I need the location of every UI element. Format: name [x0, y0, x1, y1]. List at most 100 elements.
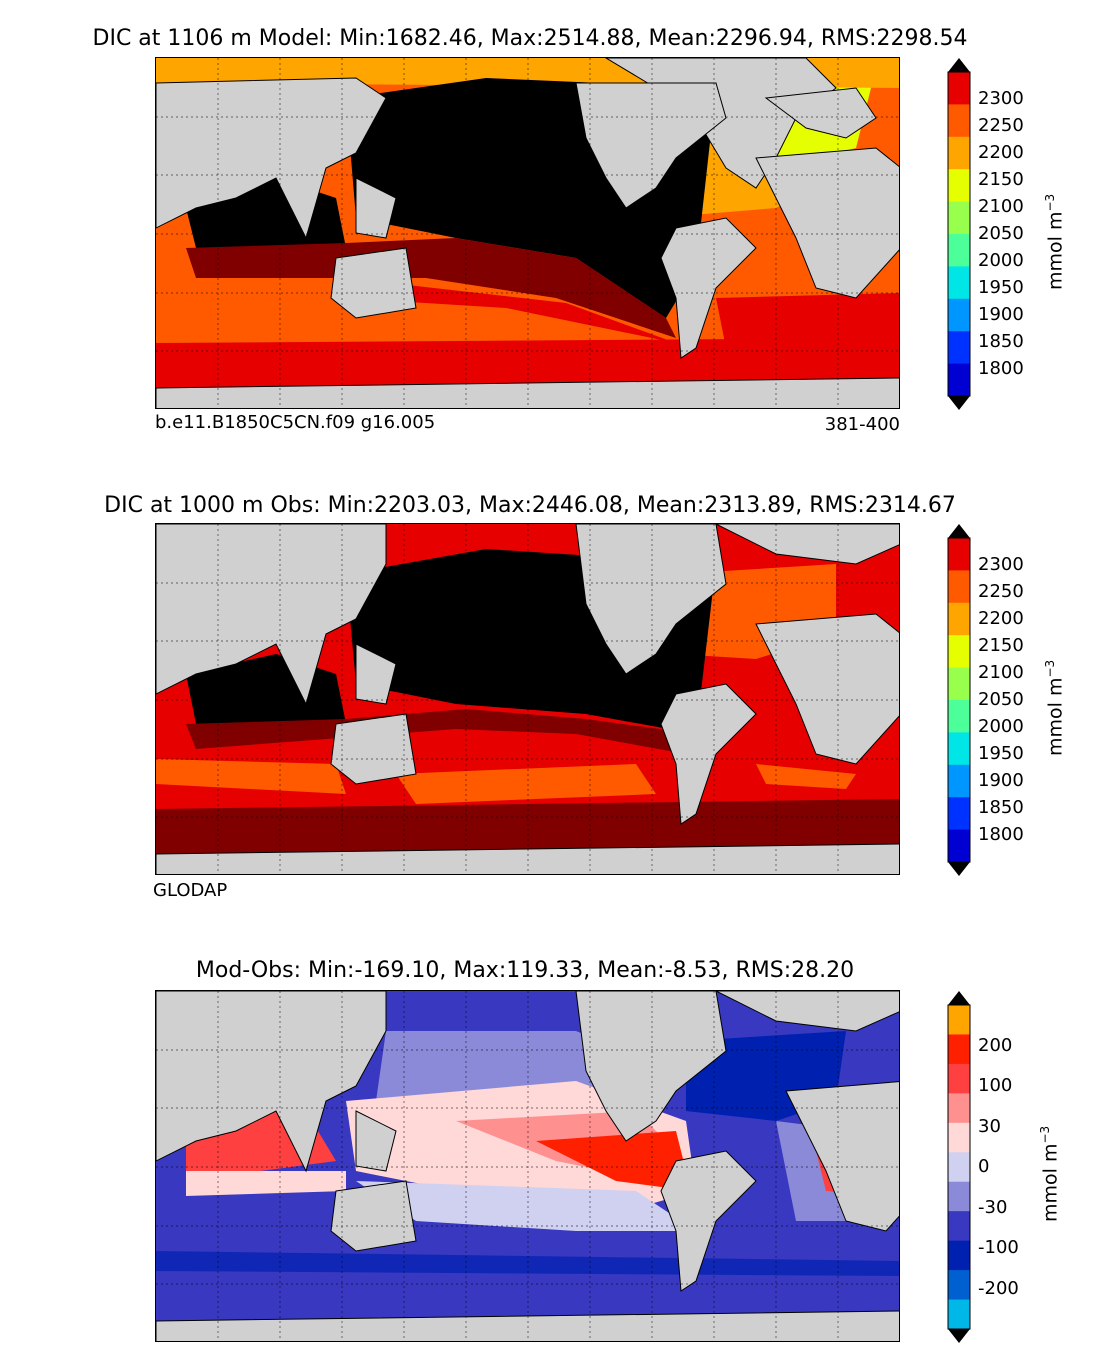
colorbar-tick-label: 2100 [978, 196, 1024, 217]
obs-colorbar-svg [947, 524, 971, 876]
colorbar-segment [948, 635, 970, 669]
colorbar-segment [948, 1240, 970, 1271]
model-unit-label: mmol m−3 [1043, 193, 1067, 290]
colorbar-segment [948, 570, 970, 604]
colorbar-tick-label: 200 [978, 1034, 1013, 1056]
colorbar-segment [948, 1299, 970, 1330]
colorbar-tick-label: 100 [978, 1075, 1013, 1096]
colorbar-segment [948, 829, 970, 863]
model-colorbar-svg [947, 58, 971, 410]
colorbar-tick-label: 0 [978, 1156, 990, 1177]
model-years: 381-400 [824, 414, 900, 435]
colorbar-segment [948, 1034, 970, 1065]
colorbar-extend-bottom [948, 1329, 970, 1343]
colorbar-segment [948, 732, 970, 766]
colorbar-segment [948, 602, 970, 636]
diff-colorbar [947, 991, 971, 1343]
colorbar-tick-label: 2300 [978, 88, 1024, 109]
colorbar-tick-label: 2000 [978, 716, 1024, 737]
colorbar-tick-label: 2150 [978, 635, 1024, 656]
colorbar-tick-label: -30 [978, 1196, 1008, 1218]
colorbar-segment [948, 298, 970, 332]
colorbar-segment [948, 169, 970, 203]
colorbar-segment [948, 331, 970, 365]
colorbar-tick-label: 2100 [978, 662, 1024, 683]
colorbar-tick-label: 1800 [978, 358, 1024, 379]
colorbar-segment [948, 1063, 970, 1094]
obs-unit-label: mmol m−3 [1043, 659, 1067, 756]
colorbar-segment [948, 234, 970, 267]
colorbar-tick-label: 1800 [978, 824, 1024, 845]
colorbar-tick-label: 2300 [978, 554, 1024, 575]
model-map-svg [156, 58, 899, 408]
colorbar-segment [948, 136, 970, 170]
colorbar-extend-top [948, 58, 970, 72]
colorbar-segment [948, 797, 970, 831]
model-title: DIC at 1106 m Model: Min:1682.46, Max:25… [92, 26, 968, 51]
colorbar-segment [948, 266, 970, 300]
colorbar-segment [948, 538, 970, 571]
colorbar-segment [948, 1211, 970, 1242]
diff-title: Mod-Obs: Min:-169.10, Max:119.33, Mean:-… [195, 958, 855, 983]
colorbar-extend-bottom [948, 396, 970, 410]
obs-map [155, 523, 900, 875]
colorbar-tick-label: 1850 [978, 331, 1024, 352]
colorbar-segment [948, 1270, 970, 1301]
graticule [156, 524, 899, 874]
continents [156, 524, 899, 825]
colorbar-frame [947, 1004, 971, 1330]
colorbar-segment [948, 104, 970, 138]
colorbar-segment [948, 764, 970, 798]
antarctica [156, 843, 899, 874]
deep-red-band [186, 238, 676, 338]
colorbar-segment [948, 1093, 970, 1124]
colorbar-segment [948, 1152, 970, 1183]
colorbar-tick-label: 2050 [978, 223, 1024, 244]
colorbar-frame [947, 537, 971, 863]
colorbar-tick-label: 30 [978, 1115, 1001, 1137]
colorbar-extend-top [948, 991, 970, 1005]
colorbar-extend-bottom [948, 862, 970, 876]
obs-source: GLODAP [153, 880, 228, 901]
antarctica [156, 1310, 899, 1341]
diff-colorbar-svg [947, 991, 971, 1343]
colorbar-segment [948, 700, 970, 733]
colorbar-tick-label: 2050 [978, 689, 1024, 710]
antarctica [156, 377, 899, 408]
colorbar-tick-label: 1900 [978, 304, 1024, 325]
colorbar-segment [948, 1005, 970, 1035]
colorbar-segment [948, 667, 970, 701]
model-colorbar [947, 58, 971, 410]
colorbar-segment [948, 201, 970, 235]
continents [156, 991, 899, 1292]
colorbar-extend-top [948, 524, 970, 538]
colorbar-tick-label: 2200 [978, 608, 1024, 629]
graticule [156, 58, 899, 408]
obs-colorbar [947, 524, 971, 876]
model-case-name: b.e11.B1850C5CN.f09 g16.005 [155, 412, 436, 433]
colorbar-segment [948, 363, 970, 397]
colorbar-tick-label: -100 [978, 1237, 1019, 1258]
colorbar-tick-label: 2250 [978, 581, 1024, 602]
diff-unit-label: mmol m−3 [1038, 1125, 1062, 1222]
colorbar-tick-label: 1950 [978, 277, 1024, 298]
colorbar-tick-label: 2000 [978, 250, 1024, 271]
colorbar-tick-label: 1900 [978, 770, 1024, 791]
colorbar-segment [948, 1122, 970, 1153]
colorbar-frame [947, 71, 971, 397]
continents [156, 58, 899, 359]
colorbar-tick-label: 2200 [978, 142, 1024, 163]
colorbar-tick-label: 2150 [978, 169, 1024, 190]
graticule [156, 991, 899, 1341]
colorbar-segment [948, 72, 970, 105]
colorbar-tick-label: 1950 [978, 743, 1024, 764]
colorbar-segment [948, 1181, 970, 1212]
obs-title: DIC at 1000 m Obs: Min:2203.03, Max:2446… [104, 493, 956, 518]
colorbar-tick-label: 2250 [978, 115, 1024, 136]
colorbar-tick-label: 1850 [978, 797, 1024, 818]
colorbar-tick-label: -200 [978, 1277, 1019, 1299]
diff-map-svg [156, 991, 899, 1341]
diff-map [155, 990, 900, 1342]
obs-map-svg [156, 524, 899, 874]
deep-red-band [186, 709, 696, 754]
